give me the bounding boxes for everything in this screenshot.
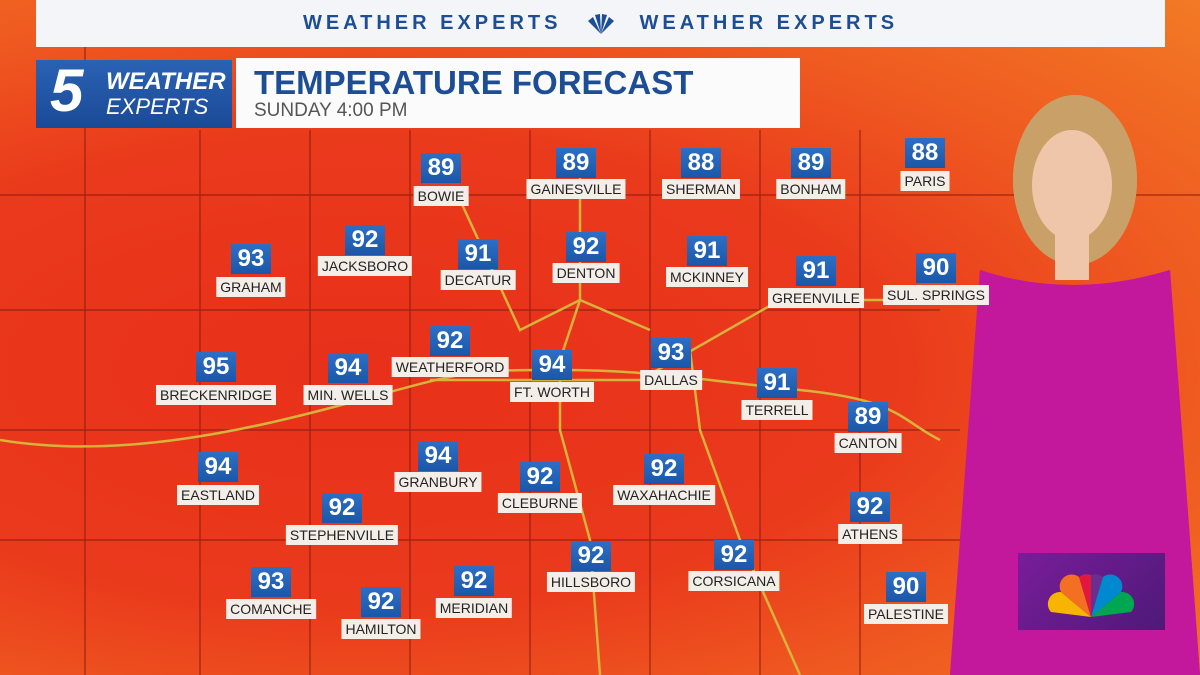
city-name: MIN. WELLS bbox=[303, 385, 393, 405]
city-temp: 90 bbox=[886, 572, 926, 602]
city-temp: 93 bbox=[651, 338, 691, 368]
city-temp: 92 bbox=[850, 492, 890, 522]
city-name: JACKSBORO bbox=[317, 256, 413, 276]
city-temp: 94 bbox=[418, 441, 458, 471]
city-name: CLEBURNE bbox=[497, 493, 583, 513]
city-name: PALESTINE bbox=[864, 604, 948, 624]
banner-text: WEATHER EXPERTS bbox=[639, 12, 899, 34]
city-temp: 89 bbox=[848, 402, 888, 432]
city-temp: 92 bbox=[361, 587, 401, 617]
city-name: ATHENS bbox=[838, 524, 902, 544]
city-temp: 92 bbox=[520, 462, 560, 492]
city-name: BOWIE bbox=[413, 186, 469, 206]
city-temp: 91 bbox=[687, 236, 727, 266]
city-temp: 92 bbox=[566, 232, 606, 262]
peacock-logo bbox=[1047, 574, 1135, 617]
city-temp: 89 bbox=[791, 148, 831, 178]
city-name: GRANBURY bbox=[394, 472, 482, 492]
city-name: PARIS bbox=[900, 171, 950, 191]
city-name: FT. WORTH bbox=[510, 382, 594, 402]
logo-line: WEATHER bbox=[106, 68, 226, 95]
city-temp: 92 bbox=[714, 540, 754, 570]
logo-line: EXPERTS bbox=[106, 94, 209, 119]
city-temp: 93 bbox=[231, 244, 271, 274]
city-name: SHERMAN bbox=[661, 179, 741, 199]
city-name: TERRELL bbox=[741, 400, 813, 420]
city-name: MCKINNEY bbox=[666, 267, 748, 287]
city-name: MERIDIAN bbox=[435, 598, 513, 618]
city-temp: 89 bbox=[556, 148, 596, 178]
city-temp: 91 bbox=[796, 256, 836, 286]
city-temp: 92 bbox=[345, 225, 385, 255]
city-name: DECATUR bbox=[440, 270, 516, 290]
city-name: CANTON bbox=[834, 433, 902, 453]
city-name: BRECKENRIDGE bbox=[155, 385, 277, 405]
city-temp: 92 bbox=[644, 454, 684, 484]
city-temp: 92 bbox=[430, 326, 470, 356]
city-temp: 89 bbox=[421, 153, 461, 183]
city-name: STEPHENVILLE bbox=[285, 525, 399, 545]
city-temp: 90 bbox=[916, 253, 956, 283]
top-banner: WEATHER EXPERTS WEATHER EXPERTS bbox=[36, 0, 1165, 47]
city-name: DENTON bbox=[552, 263, 620, 283]
city-temp: 88 bbox=[681, 148, 721, 178]
city-name: GRAHAM bbox=[216, 277, 286, 297]
city-name: SUL. SPRINGS bbox=[882, 285, 990, 305]
banner-text: WEATHER EXPERTS bbox=[302, 12, 562, 34]
city-temp: 91 bbox=[757, 368, 797, 398]
city-name: DALLAS bbox=[640, 370, 702, 390]
logo-number: 5 bbox=[50, 57, 84, 124]
city-name: GREENVILLE bbox=[768, 288, 864, 308]
city-temp: 93 bbox=[251, 567, 291, 597]
city-name: BONHAM bbox=[776, 179, 846, 199]
city-name: WEATHERFORD bbox=[391, 357, 509, 377]
peacock-icon bbox=[587, 13, 614, 34]
city-name: HAMILTON bbox=[341, 619, 421, 639]
city-temp: 95 bbox=[196, 352, 236, 382]
city-temp: 94 bbox=[198, 452, 238, 482]
city-name: HILLSBORO bbox=[546, 572, 636, 592]
city-temp: 92 bbox=[322, 493, 362, 523]
city-temp: 88 bbox=[905, 138, 945, 168]
city-temp: 94 bbox=[532, 350, 572, 380]
city-temp: 92 bbox=[454, 566, 494, 596]
city-name: GAINESVILLE bbox=[526, 179, 626, 199]
city-temp: 91 bbox=[458, 239, 498, 269]
subtitle: SUNDAY 4:00 PM bbox=[254, 100, 408, 121]
title-box: TEMPERATURE FORECAST SUNDAY 4:00 PM bbox=[236, 58, 800, 128]
city-name: CORSICANA bbox=[688, 571, 780, 591]
nbc-logo bbox=[1018, 553, 1165, 630]
city-temp: 94 bbox=[328, 353, 368, 383]
city-temp: 92 bbox=[571, 541, 611, 571]
station-logo: 5 WEATHER EXPERTS bbox=[36, 57, 232, 128]
title: TEMPERATURE FORECAST bbox=[254, 64, 694, 101]
city-name: COMANCHE bbox=[226, 599, 316, 619]
city-name: WAXAHACHIE bbox=[613, 485, 715, 505]
city-name: EASTLAND bbox=[177, 485, 259, 505]
